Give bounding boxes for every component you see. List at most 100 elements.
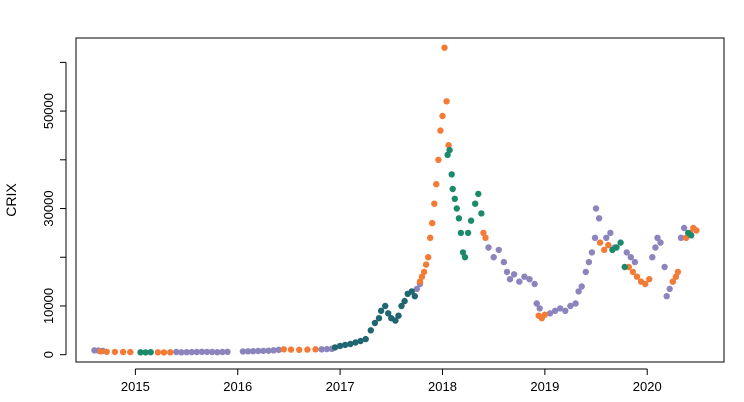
data-point (596, 239, 604, 246)
data-point (318, 346, 325, 353)
data-point (546, 310, 554, 317)
data-point (623, 249, 630, 256)
data-point (167, 349, 174, 356)
data-point (449, 185, 456, 193)
data-points (91, 44, 700, 356)
x-tick-label: 2016 (223, 379, 252, 394)
data-point (448, 171, 455, 178)
data-point (441, 44, 448, 51)
data-point (111, 348, 119, 356)
data-point (342, 341, 349, 349)
data-point (304, 346, 311, 353)
data-point (203, 348, 211, 356)
data-point (657, 239, 664, 246)
data-point (445, 142, 452, 149)
y-tick-label: 0 (41, 351, 56, 358)
x-tick-label: 2019 (530, 379, 559, 394)
data-point (270, 347, 277, 354)
data-point (214, 349, 221, 356)
data-point (633, 273, 641, 280)
data-point (526, 276, 533, 283)
data-point (627, 254, 634, 261)
data-point (375, 315, 383, 322)
data-point (209, 348, 216, 356)
y-axis-label: CRIX (3, 183, 19, 217)
data-point (336, 342, 344, 350)
data-point (480, 229, 487, 237)
data-point (536, 305, 543, 312)
y-tick-label: 50000 (41, 93, 56, 129)
data-point (661, 263, 668, 271)
data-point (147, 349, 154, 356)
data-point (629, 268, 637, 276)
data-point (411, 293, 418, 300)
data-point (422, 261, 430, 268)
data-point (431, 200, 438, 207)
data-point (239, 348, 247, 355)
data-point (103, 348, 110, 355)
data-point (377, 307, 385, 314)
data-point (154, 349, 162, 356)
x-tick-label: 2020 (633, 379, 662, 394)
plot-frame (75, 37, 725, 363)
data-point (472, 200, 479, 207)
data-point (362, 335, 369, 343)
data-point (495, 246, 502, 254)
data-point (688, 232, 695, 239)
data-point (674, 268, 682, 276)
data-point (588, 249, 596, 256)
data-point (482, 234, 489, 241)
data-point (433, 181, 440, 188)
data-point (352, 339, 359, 346)
data-point (457, 229, 465, 237)
data-point (137, 349, 144, 356)
data-point (183, 349, 190, 356)
data-point (585, 258, 593, 266)
data-point (503, 268, 511, 276)
y-tick-label: 10000 (41, 288, 56, 324)
data-point (425, 254, 432, 261)
data-point (591, 234, 599, 241)
data-point (682, 234, 690, 241)
data-point (296, 346, 303, 353)
data-point (642, 280, 649, 288)
data-point (575, 288, 582, 295)
data-point (188, 348, 195, 356)
data-point (443, 98, 450, 105)
data-point (652, 244, 659, 251)
data-point (413, 285, 421, 293)
data-point (371, 319, 379, 327)
data-point (669, 278, 676, 285)
data-point (367, 327, 374, 334)
data-point (347, 340, 354, 348)
data-point (331, 344, 339, 351)
data-point (416, 278, 424, 285)
data-point (382, 302, 389, 310)
data-point (475, 190, 482, 198)
data-point (595, 215, 603, 222)
x-tick-label: 2018 (428, 379, 457, 394)
y-tick-label: 30000 (41, 190, 56, 226)
data-point (510, 271, 518, 278)
data-point (357, 337, 364, 345)
data-point (654, 234, 661, 241)
data-point (572, 300, 579, 307)
data-point (435, 156, 442, 163)
data-point (649, 254, 656, 261)
data-point (193, 348, 200, 356)
data-point (467, 217, 475, 224)
data-point (280, 346, 287, 353)
data-point (427, 234, 434, 241)
data-point (385, 310, 392, 317)
data-point (97, 348, 104, 355)
data-point (459, 249, 467, 256)
data-point (693, 227, 700, 234)
y-axis: 0 10000 30000 50000 (41, 61, 67, 358)
data-point (603, 234, 610, 241)
data-point (621, 263, 628, 271)
data-point (582, 268, 589, 276)
data-point (392, 317, 399, 324)
data-point (429, 219, 436, 227)
data-point (461, 254, 469, 261)
